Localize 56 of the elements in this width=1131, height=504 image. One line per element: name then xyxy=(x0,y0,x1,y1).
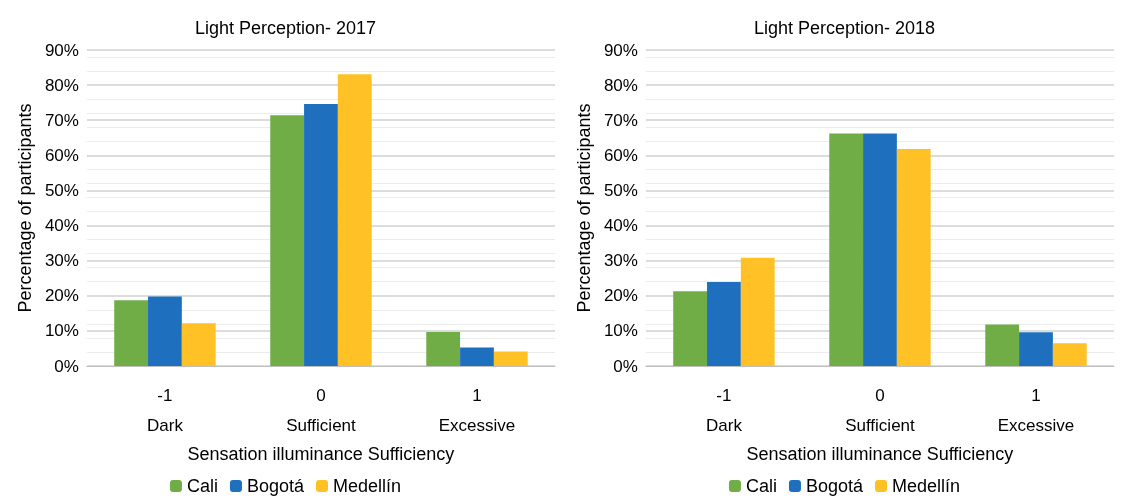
chart-title: Light Perception- 2017 xyxy=(194,18,377,38)
bar xyxy=(304,104,338,366)
bar xyxy=(1019,332,1053,366)
bar xyxy=(829,133,864,366)
bar xyxy=(1052,343,1087,366)
y-axis-title: Percentage of participants xyxy=(15,103,35,313)
chart-title: Light Perception- 2018 xyxy=(753,18,936,38)
y-tick-label: 80% xyxy=(44,75,79,95)
legend-label: Medellín xyxy=(333,476,402,496)
y-tick-label: 50% xyxy=(44,180,79,200)
x-tick-label: 1 Excessive xyxy=(438,385,516,435)
y-tick-label: 20% xyxy=(603,286,638,306)
y-tick-label: 0% xyxy=(613,356,638,376)
y-axis-title: Percentage of participants xyxy=(574,103,594,313)
bar xyxy=(707,282,741,366)
y-tick-label: 20% xyxy=(44,286,79,306)
y-tick-label: 80% xyxy=(603,75,638,95)
bar xyxy=(148,296,182,366)
y-tick-label: 90% xyxy=(603,40,638,60)
y-tick-label: 60% xyxy=(44,145,79,165)
y-tick-label: 60% xyxy=(603,145,638,165)
legend-label: Bogotá xyxy=(805,476,864,496)
x-tick-label: 0 Sufficient xyxy=(286,385,357,435)
y-tick-label: 70% xyxy=(44,110,79,130)
bar xyxy=(740,257,775,366)
legend-label: Bogotá xyxy=(246,476,305,496)
x-tick-label: 1 Excessive xyxy=(997,385,1075,435)
y-tick-label: 30% xyxy=(44,251,79,271)
x-axis-title: Sensation illuminance Sufficiency xyxy=(746,443,1014,464)
legend-label: Medellín xyxy=(892,476,961,496)
y-tick-label: 0% xyxy=(54,356,79,376)
x-tick-label: 0 Sufficient xyxy=(845,385,916,435)
x-tick-label: -1 Dark xyxy=(146,385,184,435)
bar xyxy=(270,115,305,366)
legend-label: Cali xyxy=(745,476,777,496)
bar xyxy=(460,347,494,366)
bar xyxy=(181,323,216,366)
bar xyxy=(863,133,897,366)
y-tick-label: 30% xyxy=(603,251,638,271)
y-tick-label: 40% xyxy=(44,216,79,236)
x-axis-title: Sensation illuminance Sufficiency xyxy=(187,443,455,464)
bar xyxy=(985,324,1020,366)
y-tick-label: 90% xyxy=(44,40,79,60)
legend-label: Cali xyxy=(186,476,218,496)
bar xyxy=(896,149,931,366)
bar xyxy=(493,351,528,366)
bar xyxy=(426,331,461,366)
y-tick-label: 50% xyxy=(603,180,638,200)
bar xyxy=(114,300,149,366)
y-tick-label: 10% xyxy=(603,321,638,341)
y-tick-label: 70% xyxy=(603,110,638,130)
x-tick-label: -1 Dark xyxy=(705,385,743,435)
y-tick-label: 40% xyxy=(603,216,638,236)
y-tick-label: 10% xyxy=(44,321,79,341)
bar xyxy=(673,291,708,366)
bar xyxy=(337,74,372,366)
